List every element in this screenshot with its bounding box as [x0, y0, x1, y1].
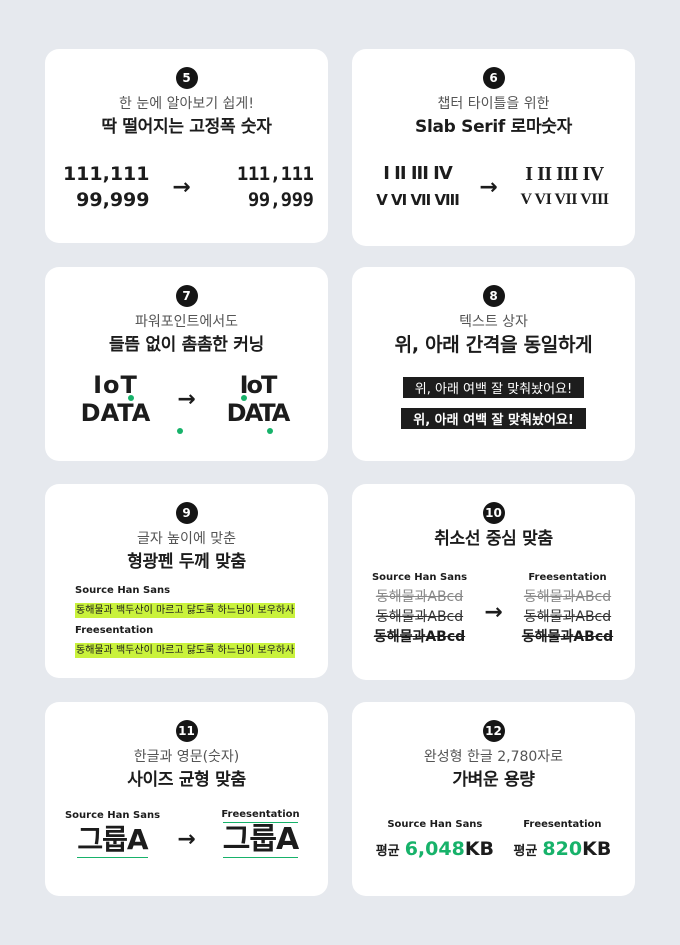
before-line-2: V VI VII VIII: [376, 191, 460, 209]
title: 위, 아래 간격을 동일하게: [394, 334, 593, 356]
title: 취소선 중심 맞춤: [434, 529, 553, 549]
size-value-1: 6,048: [404, 838, 465, 860]
badge-12: 12: [482, 720, 505, 742]
after-line-1: 111,111: [236, 163, 314, 185]
font-label-2: Freesentation: [523, 819, 602, 830]
title: 형광펜 두께 맞춤: [127, 552, 246, 572]
size-value-2: 820: [542, 838, 583, 860]
highlight-sample-1: 동해물과 백두산이 마르고 닳도록 하느님이 보우하사: [75, 603, 296, 618]
title: 들뜸 없이 촘촘한 커닝: [109, 335, 264, 355]
arrow-icon: →: [172, 174, 191, 200]
subtitle: 글자 높이에 맞춘: [136, 531, 237, 547]
subtitle: 텍스트 상자: [459, 314, 528, 330]
card-size-balance: 11 한글과 영문(숫자) 사이즈 균형 맞춤 Source Han Sans …: [45, 702, 328, 896]
avg-label: 평균: [513, 844, 538, 859]
card-kerning: 7 파워포인트에서도 들뜸 없이 촘촘한 커닝 IoT DATA → IoT D…: [45, 267, 328, 461]
badge-6: 6: [482, 67, 505, 89]
font-label-1: Source Han Sans: [387, 819, 483, 830]
strike-medium: 동해물과ABcd: [375, 609, 464, 625]
green-dot: [241, 395, 247, 401]
group-sample-before: 그룹A: [77, 823, 149, 858]
green-dot: [128, 395, 134, 401]
badge-9: 9: [175, 502, 198, 524]
after-line-2: 99,999: [247, 189, 314, 211]
after-line-2: V VI VII VIII: [520, 191, 609, 208]
font-label-1: Source Han Sans: [75, 585, 171, 596]
arrow-icon: →: [177, 827, 196, 852]
highlight-sample-2: 동해물과 백두산이 마르고 닳도록 하느님이 보우하사: [75, 643, 296, 658]
text-bar-regular: 위, 아래 여백 잘 맞춰놨어요!: [402, 377, 585, 398]
strike-light: 동해물과ABcd: [523, 589, 612, 605]
title: 사이즈 균형 맞춤: [127, 770, 246, 790]
card-slab-roman: 6 챕터 타이틀을 위한 Slab Serif 로마숫자 I II III IV…: [352, 49, 635, 246]
subtitle: 파워포인트에서도: [134, 314, 239, 330]
subtitle: 완성형 한글 2,780자로: [423, 749, 564, 765]
font-label-2: Freesentation: [528, 572, 607, 583]
font-label-2: Freesentation: [75, 625, 154, 636]
data-tight: DATA: [226, 399, 291, 427]
green-dot: [177, 428, 183, 434]
font-label-1: Source Han Sans: [64, 810, 161, 821]
badge-5: 5: [175, 67, 198, 89]
subtitle: 한글과 영문(숫자): [133, 749, 240, 765]
badge-7: 7: [175, 285, 198, 307]
title: Slab Serif 로마숫자: [415, 117, 572, 137]
text-bar-bold: 위, 아래 여백 잘 맞춰놨어요!: [401, 408, 586, 429]
badge-10: 10: [482, 502, 505, 524]
card-textbox-spacing: 8 텍스트 상자 위, 아래 간격을 동일하게 위, 아래 여백 잘 맞춰놨어요…: [352, 267, 635, 461]
strike-light: 동해물과ABcd: [375, 589, 464, 605]
group-sample-after: 그룹A: [222, 822, 299, 858]
strike-bold: 동해물과ABcd: [521, 629, 614, 645]
subtitle: 한 눈에 알아보기 쉽게!: [119, 96, 254, 112]
before-line-2: 99,999: [76, 189, 150, 211]
title: 가벼운 용량: [452, 770, 535, 790]
card-fixed-width-numbers: 5 한 눈에 알아보기 쉽게! 딱 떨어지는 고정폭 숫자 111,111 99…: [45, 49, 328, 243]
badge-11: 11: [175, 720, 198, 742]
arrow-icon: →: [177, 386, 196, 412]
size-unit: KB: [582, 838, 612, 860]
title: 딱 떨어지는 고정폭 숫자: [101, 117, 272, 137]
data-loose: DATA: [80, 399, 151, 427]
arrow-icon: →: [479, 174, 498, 200]
strike-bold: 동해물과ABcd: [373, 629, 466, 645]
iot-loose: IoT: [93, 371, 138, 399]
font-label-2: Freesentation: [221, 809, 300, 820]
before-line-1: 111,111: [62, 163, 150, 185]
arrow-icon: →: [484, 600, 503, 625]
after-line-1: I II III IV: [525, 163, 604, 185]
card-strikethrough: 10 취소선 중심 맞춤 Source Han Sans 동해물과ABcd 동해…: [352, 484, 635, 680]
before-line-1: I II III IV: [383, 163, 453, 184]
card-highlighter: 9 글자 높이에 맞춘 형광펜 두께 맞춤 Source Han Sans 동해…: [45, 484, 328, 678]
subtitle: 챕터 타이틀을 위한: [437, 96, 550, 112]
strike-medium: 동해물과ABcd: [523, 609, 612, 625]
badge-8: 8: [482, 285, 505, 307]
avg-label: 평균: [375, 844, 400, 859]
card-file-size: 12 완성형 한글 2,780자로 가벼운 용량 Source Han Sans…: [352, 702, 635, 896]
size-unit: KB: [464, 838, 495, 860]
green-dot: [267, 428, 273, 434]
font-label-1: Source Han Sans: [371, 572, 468, 583]
iot-tight: IoT: [239, 371, 278, 399]
